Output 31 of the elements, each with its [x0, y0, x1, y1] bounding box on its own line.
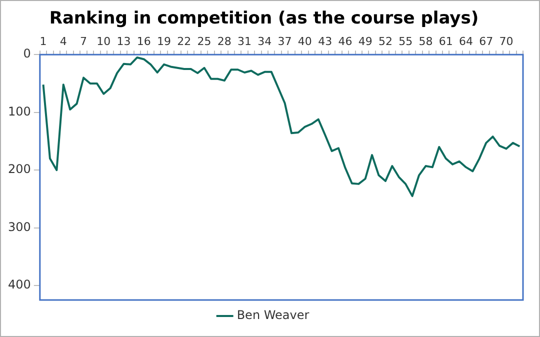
- x-tick-label: 58: [418, 34, 433, 48]
- x-tick-label: 19: [157, 34, 172, 48]
- x-tick-label: 13: [116, 34, 131, 48]
- x-tick-label: 67: [479, 34, 494, 48]
- x-tick-label: 34: [258, 34, 272, 48]
- x-tick-label: 49: [358, 34, 372, 48]
- legend-label: Ben Weaver: [236, 308, 310, 322]
- x-tick-label: 70: [499, 34, 514, 48]
- x-tick-label: 7: [80, 34, 88, 48]
- y-tick-label: 0: [23, 46, 31, 61]
- x-tick-label: 61: [438, 34, 453, 48]
- x-tick-label: 16: [136, 34, 151, 48]
- x-tick-label: 52: [378, 34, 392, 48]
- x-tick-label: 64: [458, 34, 473, 48]
- x-tick-label: 55: [398, 34, 413, 48]
- x-tick-label: 10: [96, 34, 111, 48]
- x-tick-label: 31: [238, 34, 252, 48]
- x-tick-label: 1: [40, 34, 47, 48]
- x-tick-label: 25: [197, 34, 212, 48]
- x-tick-label: 28: [217, 34, 232, 48]
- y-tick-label: 200: [8, 162, 31, 176]
- x-tick-label: 4: [60, 34, 67, 48]
- x-tick-label: 22: [177, 34, 192, 48]
- x-tick-label: 37: [278, 34, 292, 48]
- chart-title: Ranking in competition (as the course plays): [49, 8, 479, 29]
- x-tick-label: 40: [298, 34, 312, 48]
- x-tick-label: 43: [318, 34, 332, 48]
- x-tick-label: 46: [338, 34, 352, 48]
- y-tick-label: 100: [8, 104, 31, 118]
- y-tick-label: 400: [8, 278, 31, 292]
- y-tick-label: 300: [8, 220, 31, 234]
